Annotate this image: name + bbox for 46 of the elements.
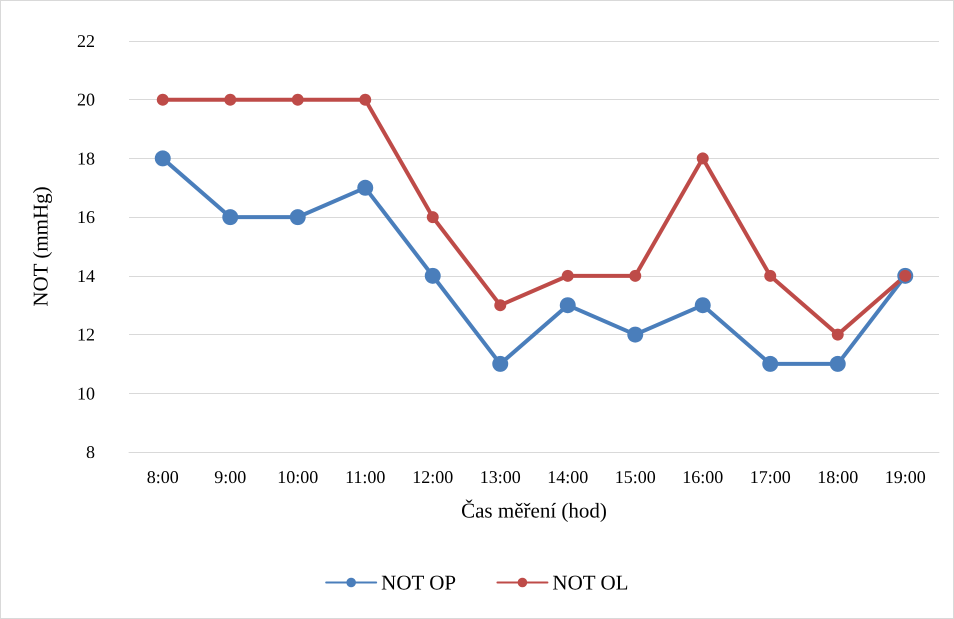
x-tick-label: 12:00 — [412, 467, 454, 487]
point — [156, 94, 169, 106]
y-tick-label: 14 — [77, 266, 95, 286]
point — [292, 94, 304, 106]
point — [224, 94, 236, 106]
point — [290, 209, 306, 226]
x-tick-label: 13:00 — [480, 467, 521, 487]
x-tick-label: 19:00 — [884, 467, 926, 487]
x-tick-label: 9:00 — [214, 467, 246, 487]
y-tick-label: 10 — [77, 383, 95, 404]
point — [424, 268, 441, 284]
point — [832, 328, 844, 341]
point — [694, 297, 711, 314]
point — [696, 152, 709, 164]
x-tick-label: 17:00 — [750, 467, 791, 487]
point — [494, 299, 506, 312]
legend-label: NOT OL — [552, 570, 628, 594]
x-tick-label: 18:00 — [817, 467, 858, 487]
point — [357, 180, 374, 196]
x-tick-label: 11:00 — [345, 467, 386, 487]
y-tick-label: 16 — [77, 207, 95, 228]
point — [359, 94, 372, 106]
y-tick-label: 22 — [77, 31, 95, 51]
x-tick-label: 10:00 — [277, 467, 318, 487]
y-tick-label: 8 — [86, 442, 95, 462]
point — [629, 270, 642, 282]
point — [627, 326, 644, 343]
point — [492, 356, 508, 372]
point — [762, 356, 778, 372]
legend-label: NOT OP — [381, 570, 456, 594]
y-axis-title: NOT (mmHg) — [28, 186, 52, 307]
x-tick-label: 15:00 — [614, 467, 656, 487]
point — [562, 270, 574, 282]
point — [764, 270, 776, 282]
x-axis-title: Čas měření (hod) — [461, 498, 607, 522]
point — [830, 356, 846, 372]
point — [222, 209, 238, 226]
point — [426, 211, 439, 224]
y-tick-label: 20 — [77, 90, 95, 110]
point — [154, 150, 171, 166]
y-tick-label: 18 — [77, 148, 95, 168]
x-tick-label: 8:00 — [146, 467, 179, 487]
y-tick-label: 12 — [77, 324, 95, 345]
x-tick-label: 16:00 — [682, 467, 724, 487]
point — [560, 297, 576, 314]
x-tick-label: 14:00 — [547, 467, 588, 487]
